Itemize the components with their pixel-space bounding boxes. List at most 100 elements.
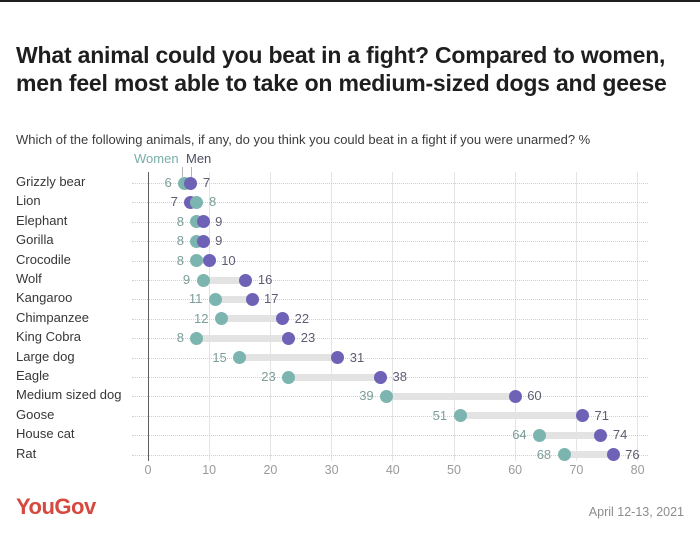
top-border (0, 0, 700, 2)
category-label: Medium sized dog (16, 387, 122, 403)
women-value-label: 8 (176, 330, 184, 346)
men-value-label: 23 (300, 330, 316, 346)
men-value-label: 9 (215, 213, 223, 229)
row-gridline (132, 435, 648, 437)
category-label: House cat (16, 426, 75, 442)
women-value-label: 6 (164, 175, 172, 190)
category-label: Eagle (16, 368, 50, 383)
legend-men-label: Men (186, 151, 212, 166)
men-value-label: 17 (264, 291, 279, 307)
legend-women-label: Women (134, 151, 179, 166)
women-value-label: 8 (176, 252, 184, 268)
women-value-label: 11 (188, 291, 203, 307)
x-gridline (392, 172, 393, 461)
men-dot (576, 409, 590, 423)
women-dot (196, 273, 210, 287)
category-label: Rat (16, 445, 37, 461)
women-dot (190, 331, 204, 345)
women-dot (208, 292, 222, 306)
category-label: Goose (16, 406, 55, 422)
connector-bar (203, 276, 246, 284)
chart-title: What animal could you beat in a fight? C… (16, 42, 667, 97)
x-gridline (576, 172, 577, 461)
x-tick-label: 0 (144, 463, 152, 477)
women-value-label: 51 (432, 407, 448, 423)
connector-bar (288, 373, 381, 381)
women-value-label: 15 (212, 349, 227, 365)
men-dot (276, 312, 290, 326)
row-gridline (132, 202, 648, 204)
category-label: Lion (16, 193, 41, 209)
connector-bar (460, 412, 583, 420)
men-dot (202, 254, 216, 268)
category-label: Chimpanzee (16, 309, 89, 325)
x-tick-label: 20 (263, 463, 278, 477)
men-value-label: 10 (221, 252, 236, 268)
category-label: King Cobra (16, 329, 82, 345)
women-dot (380, 389, 394, 403)
women-value-label: 8 (176, 213, 184, 229)
men-dot (282, 331, 296, 345)
x-tick-label: 80 (630, 463, 645, 477)
men-value-label: 9 (215, 233, 223, 249)
x-tick-label: 70 (569, 463, 584, 477)
yougov-logo: YouGov (16, 494, 96, 519)
women-value-label: 68 (536, 446, 552, 462)
women-dot (453, 409, 467, 423)
x-tick-label: 10 (202, 463, 217, 477)
connector-bar (221, 315, 283, 323)
category-label: Elephant (16, 212, 68, 228)
row-gridline (132, 338, 648, 340)
x-gridline (331, 172, 332, 461)
x-gridline (454, 172, 455, 461)
category-label: Crocodile (16, 251, 71, 267)
women-value-label: 8 (176, 233, 184, 249)
men-dot (594, 428, 608, 442)
category-label: Gorilla (16, 232, 54, 248)
connector-bar (215, 295, 253, 303)
men-dot (606, 448, 620, 462)
legend-tick (182, 167, 183, 177)
women-dot (214, 312, 228, 326)
women-dot (282, 370, 296, 384)
row-gridline (132, 357, 648, 359)
date-label: April 12-13, 2021 (588, 505, 684, 519)
women-dot (533, 428, 547, 442)
x-tick-label: 30 (324, 463, 339, 477)
men-dot (374, 370, 388, 384)
men-value-label: 7 (170, 194, 178, 210)
women-value-label: 12 (193, 310, 209, 326)
men-dot (245, 292, 259, 306)
men-dot (331, 351, 345, 365)
men-value-label: 76 (625, 446, 640, 462)
women-value-label: 39 (359, 388, 374, 404)
category-label: Kangaroo (16, 290, 73, 306)
women-value-label: 23 (261, 369, 276, 384)
women-dot (190, 195, 204, 209)
row-gridline (132, 183, 648, 184)
x-tick-label: 40 (385, 463, 400, 477)
connector-bar (196, 334, 289, 342)
connector-bar (386, 392, 516, 400)
x-gridline (209, 172, 210, 461)
chart-subtitle: Which of the following animals, if any, … (16, 132, 591, 147)
row-gridline (132, 454, 648, 456)
dumbbell-chart: 0 10 20 30 40 50 60 70 80 Women Men Grizzly bear 6 7 L… (16, 151, 648, 477)
row-gridline (132, 318, 648, 320)
men-dot (239, 273, 253, 287)
women-dot (233, 351, 247, 365)
y-axis-line (148, 172, 149, 461)
category-label: Large dog (16, 348, 75, 364)
x-gridline (515, 172, 516, 461)
women-value-label: 9 (182, 272, 191, 287)
row-gridline (132, 377, 648, 378)
men-value-label: 31 (349, 349, 365, 365)
men-value-label: 7 (202, 175, 211, 190)
women-value-label: 8 (208, 194, 217, 210)
men-dot (196, 215, 210, 229)
men-value-label: 38 (392, 369, 408, 384)
legend-tick (191, 167, 192, 177)
men-value-label: 16 (257, 272, 273, 287)
row-gridline (132, 299, 648, 301)
